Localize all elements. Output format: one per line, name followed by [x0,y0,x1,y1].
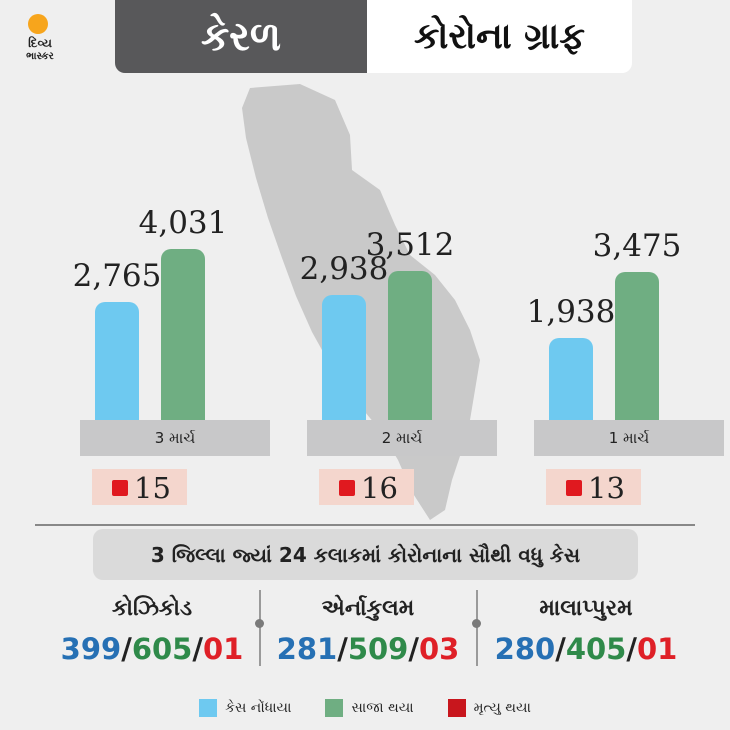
value-label-recovered: 3,475 [592,228,682,265]
legend-swatch [199,699,218,717]
brand-logo: દિવ્ય ભાસ્કર [0,0,78,68]
bar-cases [549,337,593,420]
legend-swatch [325,699,344,717]
legend-label: સાજા થયા [351,700,414,716]
sun-icon [28,14,48,34]
district-cases: 399 [60,632,122,666]
district-recovered: 605 [131,632,193,666]
death-marker-icon [339,480,355,496]
district-recovered: 509 [347,632,409,666]
legend-item-deaths: મૃત્યુ થયા [447,699,531,717]
bar-cases [322,295,366,420]
value-label-cases: 2,938 [299,251,389,288]
death-count: 15 [134,471,171,505]
district-stats: 280/405/01 [494,632,678,666]
district-cases: 280 [494,632,556,666]
legend-label: કેસ નોંધાયા [225,700,292,716]
logo-line2: ભાસ્કર [26,51,54,62]
bar-cases [95,302,139,420]
legend-item-cases: કેસ નોંધાયા [199,699,291,717]
bar-recovered [161,248,205,420]
value-label-recovered: 4,031 [138,204,228,241]
district-name: એર્નાકુલમ [321,596,415,621]
value-label-cases: 1,938 [526,293,616,330]
separator-dot [472,619,481,628]
district-stats: 281/509/03 [276,632,460,666]
death-marker-icon [112,480,128,496]
legend-swatch [447,699,466,717]
separator-dot [255,619,264,628]
date-label: 2 માર્ચ [307,420,497,456]
death-count-box: 15 [92,469,187,505]
district-name: માલાપ્પુરમ [539,596,633,621]
district-separator [259,590,261,666]
district-name: કોઝિકોડ [111,596,193,621]
date-label: 3 માર્ચ [80,420,270,456]
section-title: 3 જિલ્લા જ્યાં 24 કલાકમાં કોરોનાના સૌથી … [93,529,638,580]
chart-title: કોરોના ગ્રાફ [367,0,632,73]
district-stats: 399/605/01 [60,632,244,666]
district-deaths: 01 [202,632,244,666]
bar-recovered [388,270,432,420]
death-count-box: 13 [546,469,641,505]
section-divider [35,524,695,526]
district-separator [476,590,478,666]
death-count: 16 [361,471,398,505]
bar-recovered [615,272,659,420]
district-deaths: 03 [418,632,460,666]
death-marker-icon [566,480,582,496]
district-deaths: 01 [636,632,678,666]
date-label: 1 માર્ચ [534,420,724,456]
death-count-box: 16 [319,469,414,505]
district-cases: 281 [276,632,338,666]
death-count: 13 [588,471,625,505]
state-title: કેરળ [115,0,367,73]
district-recovered: 405 [565,632,627,666]
legend: કેસ નોંધાયા સાજા થયા મૃત્યુ થયા [0,688,730,728]
value-label-cases: 2,765 [72,258,162,295]
value-label-recovered: 3,512 [365,226,455,263]
logo-line1: દિવ્ય [28,36,52,50]
legend-label: મૃત્યુ થયા [473,700,531,716]
legend-item-recovered: સાજા થયા [325,699,414,717]
